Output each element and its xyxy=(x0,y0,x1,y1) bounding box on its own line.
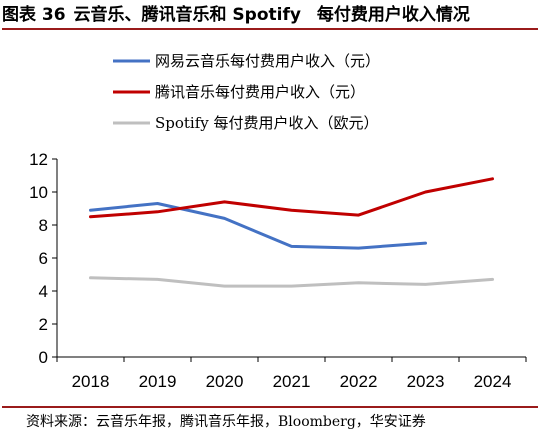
series-line-1 xyxy=(89,202,427,250)
figure-number: 图表 36 xyxy=(2,5,66,25)
series-2-point-2019 xyxy=(156,210,159,213)
series-2-point-2023 xyxy=(424,191,427,194)
y-tick-label-12: 12 xyxy=(29,150,48,169)
x-tick-label-2018: 2018 xyxy=(72,372,110,391)
line-chart: 网易云音乐每付费用户收入（元） 腾讯音乐每付费用户收入（元） Spotify 每付费… xyxy=(29,52,527,391)
legend-label-2: 腾讯音乐每付费用户收入（元） xyxy=(155,83,365,101)
series-line-3 xyxy=(89,276,494,288)
y-tick-label-0: 0 xyxy=(39,348,48,367)
series-2-point-2020 xyxy=(223,200,226,203)
y-tick-label-8: 8 xyxy=(39,216,48,235)
series-3-point-2021 xyxy=(290,285,293,288)
series-3-point-2023 xyxy=(424,283,427,286)
series-3-point-2022 xyxy=(357,281,360,284)
x-tick-label-2024: 2024 xyxy=(474,372,512,391)
series-3-point-2019 xyxy=(156,278,159,281)
series-1-point-2022 xyxy=(357,247,360,250)
x-tick-label-2023: 2023 xyxy=(407,372,445,391)
series-1-point-2020 xyxy=(223,217,226,220)
y-tick-label-2: 2 xyxy=(39,315,48,334)
title-main: 云音乐、腾讯音乐和 Spotify xyxy=(73,5,301,25)
axes: 0 2 4 6 8 10 12 2018 2019 2020 2021 2022 2023 2024 xyxy=(29,150,527,391)
y-tick-label-4: 4 xyxy=(39,282,48,301)
series-1-point-2023 xyxy=(424,242,427,245)
y-tick-label-6: 6 xyxy=(39,249,48,268)
x-tick-label-2019: 2019 xyxy=(139,372,177,391)
x-tick-label-2021: 2021 xyxy=(273,372,311,391)
series-2-point-2024 xyxy=(491,177,494,180)
series-3-point-2020 xyxy=(223,285,226,288)
legend-label-3: Spotify 每付费用户收入（欧元） xyxy=(155,114,379,132)
x-tick-label-2022: 2022 xyxy=(340,372,378,391)
series-2-point-2022 xyxy=(357,214,360,217)
series-1-point-2021 xyxy=(290,245,293,248)
series-2-point-2018 xyxy=(89,215,92,218)
x-tick-label-2020: 2020 xyxy=(206,372,244,391)
title-tail: 每付费用户收入情况 xyxy=(316,5,470,25)
series-1-point-2019 xyxy=(156,202,159,205)
series-layer xyxy=(89,177,494,288)
series-line-2 xyxy=(89,177,494,219)
series-1-point-2018 xyxy=(89,209,92,212)
series-2-point-2021 xyxy=(290,209,293,212)
source-note: 资料来源：云音乐年报，腾讯音乐年报，Bloomberg，华安证券 xyxy=(2,406,538,436)
series-3-point-2024 xyxy=(491,278,494,281)
y-tick-label-10: 10 xyxy=(29,183,48,202)
series-3-point-2018 xyxy=(89,276,92,279)
legend: 网易云音乐每付费用户收入（元） 腾讯音乐每付费用户收入（元） Spotify 每付费… xyxy=(113,52,380,132)
legend-label-1: 网易云音乐每付费用户收入（元） xyxy=(155,52,380,70)
chart-title: 图表 36 云音乐、腾讯音乐和 Spotify 每付费用户收入情况 xyxy=(2,2,538,30)
